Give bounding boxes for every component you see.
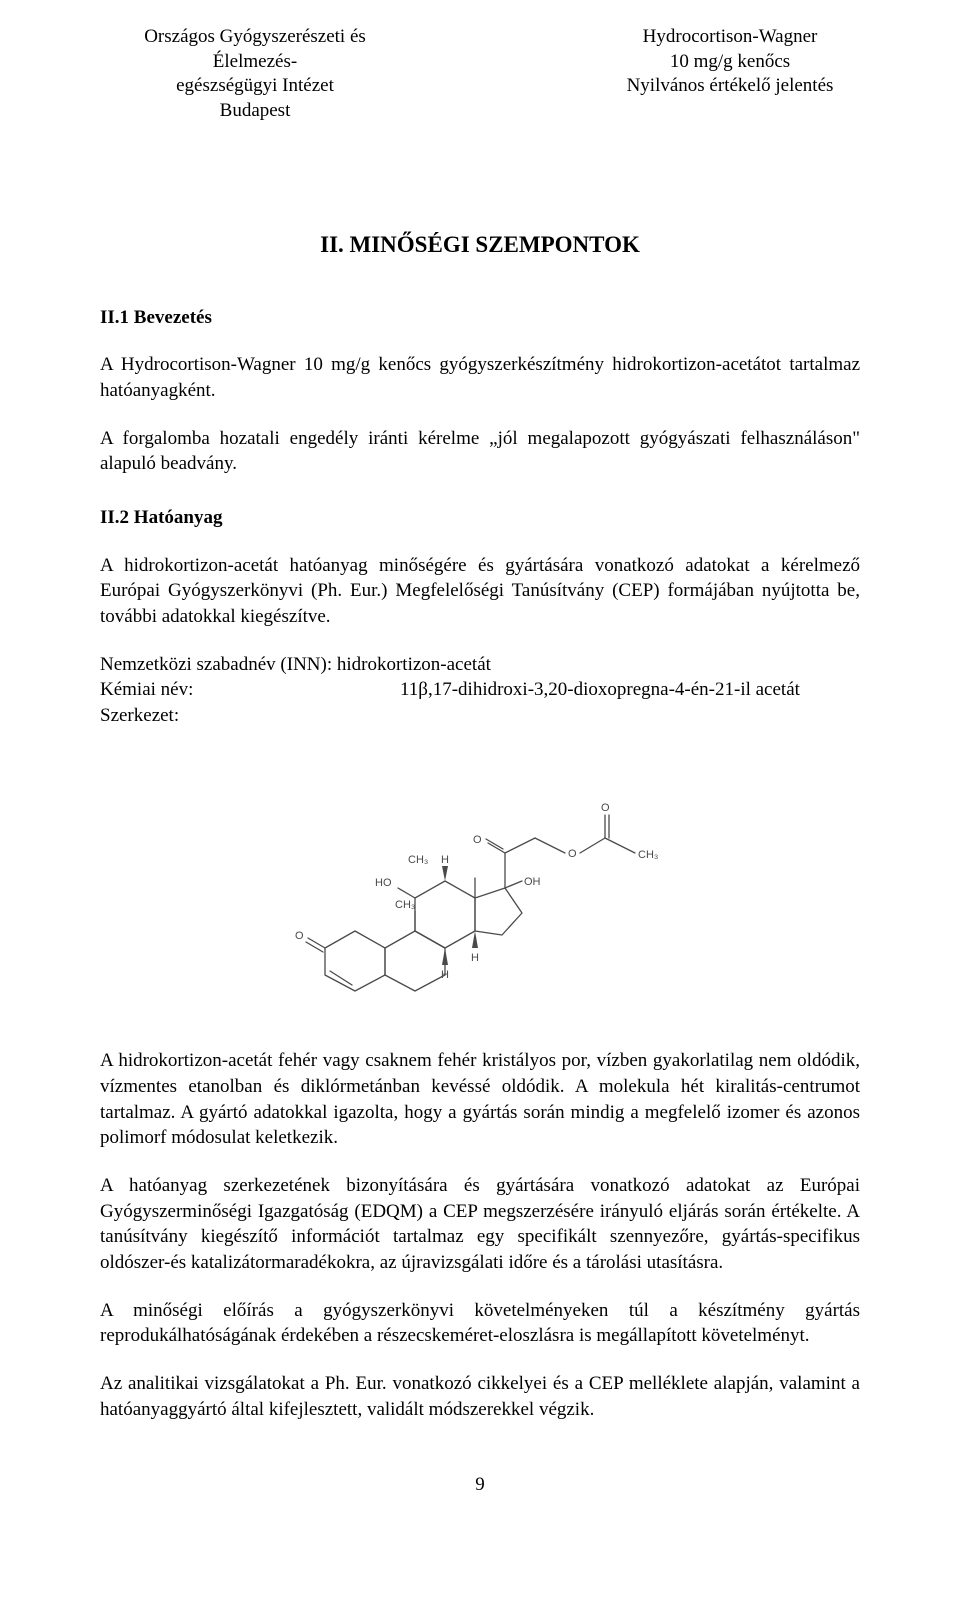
svg-text:H: H [441, 969, 449, 981]
header-right-line2: 10 mg/g kenőcs [600, 50, 860, 75]
page-number: 9 [100, 1472, 860, 1498]
header-left-line1: Országos Gyógyszerészeti és Élelmezés- [100, 25, 410, 74]
svg-text:CH₃: CH₃ [638, 849, 658, 861]
page-header: Országos Gyógyszerészeti és Élelmezés- e… [100, 25, 860, 124]
spec-structure-label: Szerkezet: [100, 703, 860, 729]
para-after-4: Az analitikai vizsgálatokat a Ph. Eur. v… [100, 1371, 860, 1422]
header-left-block: Országos Gyógyszerészeti és Élelmezés- e… [100, 25, 410, 124]
para-after-2: A hatóanyag szerkezetének bizonyítására … [100, 1173, 860, 1276]
svg-text:OH: OH [524, 876, 541, 888]
molecule-structure-icon: O CH₃ CH₃ HO OH H H H [290, 753, 670, 993]
section-title: II. MINŐSÉGI SZEMPONTOK [100, 229, 860, 260]
svg-text:H: H [441, 854, 449, 866]
header-left-line2: egészségügyi Intézet [100, 74, 410, 99]
spec-chem-line: Kémiai név: 11β,17-dihidroxi-3,20-dioxop… [100, 677, 860, 703]
header-right-block: Hydrocortison-Wagner 10 mg/g kenőcs Nyil… [600, 25, 860, 124]
svg-text:O: O [601, 802, 610, 814]
svg-text:CH₃: CH₃ [408, 854, 428, 866]
svg-text:H: H [471, 952, 479, 964]
para-intro-1: A Hydrocortison-Wagner 10 mg/g kenőcs gy… [100, 352, 860, 403]
structure-container: O CH₃ CH₃ HO OH H H H [100, 753, 860, 993]
spec-inn-line: Nemzetközi szabadnév (INN): hidrokortizo… [100, 652, 860, 678]
header-right-line1: Hydrocortison-Wagner [600, 25, 860, 50]
svg-text:O: O [568, 848, 577, 860]
header-left-line3: Budapest [100, 99, 410, 124]
spec-block: Nemzetközi szabadnév (INN): hidrokortizo… [100, 652, 860, 729]
subsection-II1-title: II.1 Bevezetés [100, 305, 860, 331]
spec-chem-value: 11β,17-dihidroxi-3,20-dioxopregna-4-én-2… [400, 677, 860, 703]
subsection-II2-title: II.2 Hatóanyag [100, 505, 860, 531]
para-after-1: A hidrokortizon-acetát fehér vagy csakne… [100, 1048, 860, 1151]
para-hatoanyag-1: A hidrokortizon-acetát hatóanyag minőség… [100, 553, 860, 630]
svg-text:O: O [295, 930, 304, 942]
para-after-3: A minőségi előírás a gyógyszerkönyvi köv… [100, 1298, 860, 1349]
svg-text:CH₃: CH₃ [395, 899, 415, 911]
para-intro-2: A forgalomba hozatali engedély iránti ké… [100, 426, 860, 477]
header-right-line3: Nyilvános értékelő jelentés [600, 74, 860, 99]
spec-chem-label: Kémiai név: [100, 677, 400, 703]
svg-text:O: O [473, 834, 482, 846]
svg-text:HO: HO [375, 877, 392, 889]
